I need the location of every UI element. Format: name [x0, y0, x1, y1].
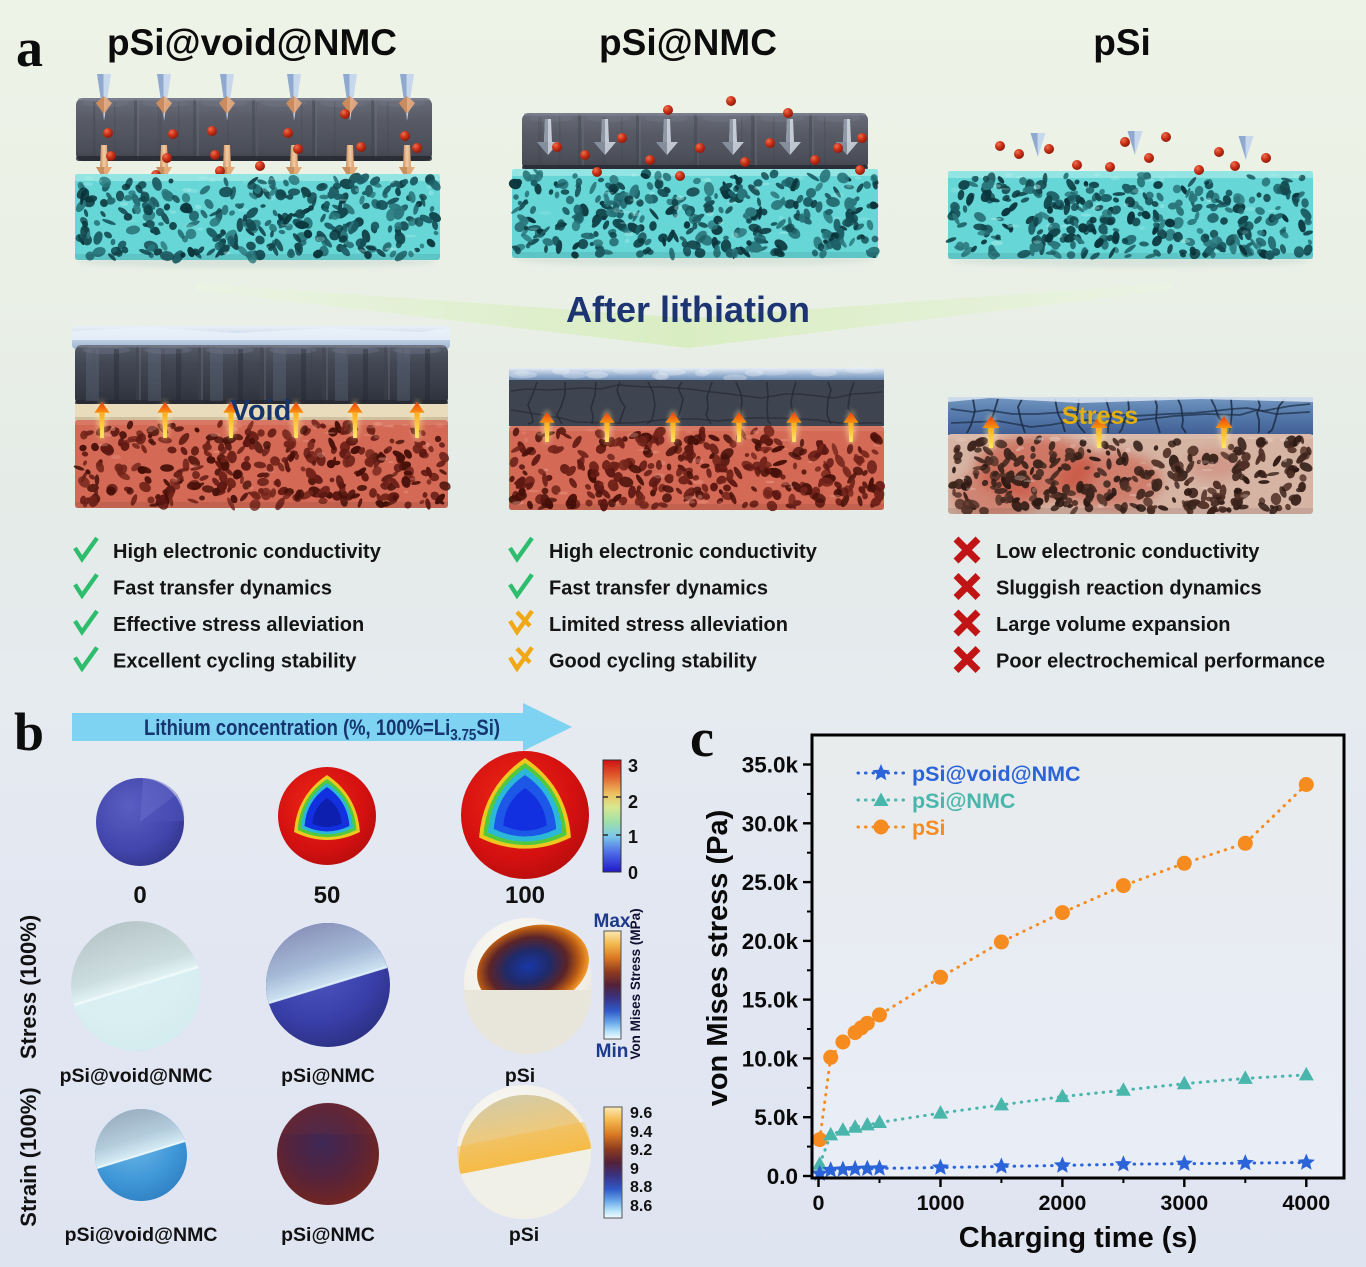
svg-text:c: c [690, 708, 714, 768]
svg-text:After lithiation: After lithiation [566, 289, 810, 330]
svg-text:0.0: 0.0 [767, 1164, 798, 1189]
svg-text:von Mises stress (Pa): von Mises stress (Pa) [702, 810, 734, 1107]
svg-text:5.0k: 5.0k [754, 1105, 798, 1130]
svg-text:High electronic conductivity: High electronic conductivity [549, 541, 818, 563]
svg-text:a: a [16, 18, 43, 78]
svg-text:pSi@void@NMC: pSi@void@NMC [60, 1065, 213, 1087]
svg-text:pSi@NMC: pSi@NMC [912, 789, 1015, 813]
svg-text:Fast transfer dynamics: Fast transfer dynamics [549, 578, 768, 600]
svg-text:100: 100 [505, 882, 545, 909]
svg-text:Good cycling stability: Good cycling stability [549, 651, 758, 673]
svg-text:9: 9 [630, 1161, 639, 1178]
svg-text:0: 0 [813, 1191, 825, 1215]
svg-text:Poor electrochemical performan: Poor electrochemical performance [996, 651, 1325, 673]
svg-text:0: 0 [133, 882, 146, 909]
svg-text:4000: 4000 [1282, 1191, 1330, 1215]
svg-text:30.0k: 30.0k [742, 811, 799, 836]
svg-text:0: 0 [628, 863, 638, 883]
svg-text:Fast transfer dynamics: Fast transfer dynamics [113, 578, 332, 600]
svg-text:Sluggish reaction dynamics: Sluggish reaction dynamics [996, 578, 1262, 600]
svg-text:pSi@NMC: pSi@NMC [599, 22, 777, 63]
svg-text:Max: Max [594, 911, 631, 932]
svg-text:pSi: pSi [912, 816, 945, 840]
svg-text:9.4: 9.4 [630, 1124, 652, 1141]
svg-text:pSi: pSi [509, 1224, 539, 1246]
svg-text:3000: 3000 [1160, 1191, 1208, 1215]
svg-text:9.2: 9.2 [630, 1142, 652, 1159]
svg-text:50: 50 [314, 882, 341, 909]
svg-text:8.8: 8.8 [630, 1179, 652, 1196]
svg-text:9.6: 9.6 [630, 1105, 652, 1122]
svg-text:pSi: pSi [505, 1065, 535, 1087]
svg-text:Von Mises Stress (MPa): Von Mises Stress (MPa) [628, 908, 643, 1059]
svg-text:pSi: pSi [1093, 22, 1151, 63]
svg-text:pSi@NMC: pSi@NMC [281, 1224, 375, 1246]
svg-text:1: 1 [628, 827, 638, 847]
svg-text:Void: Void [231, 395, 292, 427]
svg-text:High electronic conductivity: High electronic conductivity [113, 541, 382, 563]
svg-text:Min: Min [596, 1041, 629, 1062]
svg-text:2: 2 [628, 792, 638, 812]
svg-text:Excellent cycling stability: Excellent cycling stability [113, 651, 357, 673]
svg-text:15.0k: 15.0k [742, 988, 799, 1013]
svg-text:b: b [14, 702, 44, 762]
svg-text:10.0k: 10.0k [742, 1046, 799, 1071]
svg-text:3: 3 [628, 756, 638, 776]
svg-text:Large volume expansion: Large volume expansion [996, 614, 1231, 636]
svg-text:Stress: Stress [1062, 402, 1138, 430]
svg-text:20.0k: 20.0k [742, 929, 799, 954]
svg-text:pSi@NMC: pSi@NMC [281, 1065, 375, 1087]
svg-text:35.0k: 35.0k [742, 753, 799, 778]
svg-text:Strain (100%): Strain (100%) [16, 1087, 41, 1226]
svg-text:pSi@void@NMC: pSi@void@NMC [107, 22, 397, 63]
svg-text:1000: 1000 [917, 1191, 965, 1215]
svg-text:Charging time (s): Charging time (s) [959, 1222, 1197, 1254]
svg-text:pSi@void@NMC: pSi@void@NMC [65, 1224, 218, 1246]
svg-text:pSi@void@NMC: pSi@void@NMC [912, 762, 1081, 786]
svg-text:2000: 2000 [1038, 1191, 1086, 1215]
svg-text:Stress (100%): Stress (100%) [16, 915, 41, 1059]
svg-text:Effective stress alleviation: Effective stress alleviation [113, 614, 364, 636]
svg-text:25.0k: 25.0k [742, 870, 799, 895]
svg-text:Low electronic conductivity: Low electronic conductivity [996, 541, 1260, 563]
svg-text:Lithium concentration (%, 100%: Lithium concentration (%, 100%=Li3.75Si) [144, 717, 500, 745]
svg-text:Limited stress alleviation: Limited stress alleviation [549, 614, 788, 636]
svg-text:8.6: 8.6 [630, 1198, 652, 1215]
